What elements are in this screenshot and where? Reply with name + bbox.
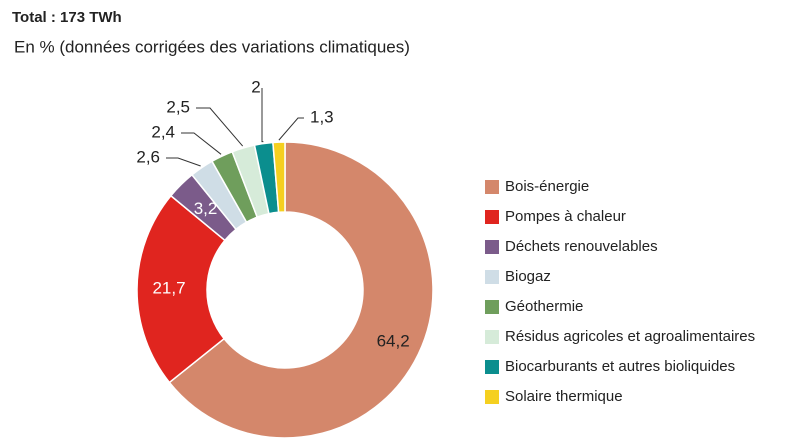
data-label: 2,5 (166, 97, 190, 116)
leader-line (261, 88, 264, 143)
chart-subtitle: En % (données corrigées des variations c… (14, 37, 410, 56)
legend-swatch (485, 180, 499, 194)
leader-line (196, 107, 244, 147)
donut-slice (272, 141, 286, 214)
legend-swatch (485, 210, 499, 224)
leader-line (278, 117, 304, 141)
legend-label: Solaire thermique (505, 388, 623, 405)
leader-line (181, 132, 222, 155)
legend-label: Biogaz (505, 268, 551, 285)
legend-swatch (485, 390, 499, 404)
leader-line (166, 157, 201, 167)
data-label: 2 (251, 77, 260, 96)
legend-label: Biocarburants et autres bioliquides (505, 358, 735, 375)
legend-label: Bois-énergie (505, 178, 589, 195)
data-label: 64,2 (377, 331, 410, 350)
donut-slice (168, 141, 434, 439)
data-label: 2,6 (136, 147, 160, 166)
legend-swatch (485, 330, 499, 344)
data-label: 3,2 (194, 199, 218, 218)
legend-label: Résidus agricoles et agroalimentaires (505, 328, 755, 345)
chart-title: Total : 173 TWh (12, 9, 122, 26)
legend-swatch (485, 240, 499, 254)
data-label: 1,3 (310, 107, 334, 126)
legend-swatch (485, 270, 499, 284)
legend-swatch (485, 360, 499, 374)
legend-label: Pompes à chaleur (505, 208, 626, 225)
legend-swatch (485, 300, 499, 314)
donut-slice (136, 194, 226, 384)
legend-label: Géothermie (505, 298, 583, 315)
data-label: 21,7 (152, 279, 185, 298)
legend-label: Déchets renouvelables (505, 238, 658, 255)
data-label: 2,4 (151, 122, 175, 141)
